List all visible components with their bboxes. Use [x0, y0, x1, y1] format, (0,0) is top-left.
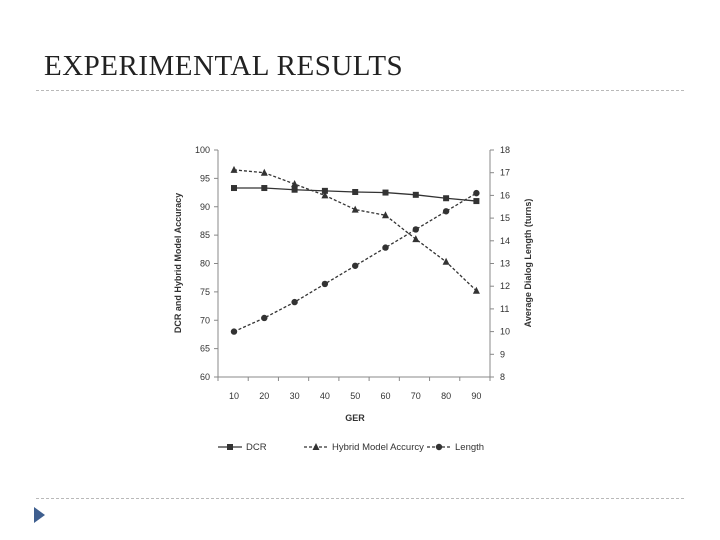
data-point-length — [352, 262, 359, 269]
chart-ticks: 60 65 70 75 80 85 90 95 100 8 9 10 11 12 13 14 15 16 17 18 1… — [195, 145, 510, 401]
series-line-hybrid-model-accurcy — [233, 169, 477, 292]
x-tick-label: 60 — [380, 391, 390, 401]
legend-label-dcr: DCR — [246, 442, 267, 453]
data-point-hybrid-model-accurcy — [260, 168, 268, 176]
y-right-tick-label: 9 — [500, 349, 505, 359]
legend-label-hybrid-model-accurcy: Hybrid Model Accurcy — [332, 442, 424, 453]
x-tick-label: 50 — [350, 391, 360, 401]
data-point-dcr — [261, 185, 268, 192]
y-left-tick-label: 100 — [195, 145, 210, 155]
data-point-hybrid-model-accurcy — [291, 180, 299, 188]
footer-divider — [36, 498, 684, 499]
title-divider — [36, 90, 684, 91]
y-right-tick-label: 13 — [500, 259, 510, 269]
data-point-length — [473, 189, 480, 197]
x-tick-label: 20 — [259, 391, 269, 401]
y-left-tick-label: 95 — [200, 173, 210, 183]
y-right-tick-label: 14 — [500, 236, 510, 246]
x-tick-label: 70 — [411, 391, 421, 401]
data-point-hybrid-model-accurcy — [472, 286, 480, 294]
y-right-tick-label: 10 — [500, 327, 510, 337]
data-point-length — [261, 314, 268, 322]
y-left-tick-label: 90 — [200, 202, 210, 212]
y-right-tick-label: 18 — [500, 145, 510, 155]
data-point-hybrid-model-accurcy — [412, 235, 420, 243]
x-tick-label: 30 — [290, 391, 300, 401]
data-point-length — [230, 328, 238, 335]
data-point-length — [382, 244, 389, 251]
data-point-hybrid-model-accurcy — [321, 191, 329, 199]
y-axis-left-label: DCR and Hybrid Model Accuracy — [173, 193, 183, 333]
y-left-tick-label: 80 — [200, 259, 210, 269]
triangle-arrow-icon — [34, 507, 45, 523]
legend-marker-hybrid-model-accurcy — [312, 443, 320, 450]
data-point-length — [412, 226, 419, 233]
data-point-dcr — [412, 191, 419, 198]
legend-marker-length — [435, 443, 443, 451]
chart-legend: DCR Hybrid Model Accurcy Length — [218, 442, 484, 453]
y-left-tick-label: 85 — [200, 230, 210, 240]
y-left-tick-label: 70 — [200, 315, 210, 325]
legend-marker-dcr — [227, 444, 233, 450]
series-line-length — [233, 192, 477, 333]
data-point-dcr — [352, 188, 359, 195]
data-point-hybrid-model-accurcy — [351, 205, 359, 213]
legend-label-length: Length — [455, 442, 484, 453]
data-point-dcr — [382, 189, 389, 196]
slide-title: EXPERIMENTAL RESULTS — [44, 50, 404, 82]
x-tick-label: 80 — [441, 391, 451, 401]
y-right-tick-label: 16 — [500, 190, 510, 200]
y-right-tick-label: 15 — [500, 213, 510, 223]
data-point-dcr — [321, 187, 328, 194]
y-left-tick-label: 60 — [200, 372, 210, 382]
data-point-dcr — [473, 198, 480, 205]
chart-series — [230, 165, 480, 335]
data-point-dcr — [291, 186, 298, 193]
data-point-hybrid-model-accurcy — [442, 257, 450, 265]
x-tick-label: 10 — [229, 391, 239, 401]
data-point-length — [442, 208, 450, 215]
x-axis-label: GER — [345, 413, 365, 423]
data-point-hybrid-model-accurcy — [230, 165, 238, 173]
y-right-tick-label: 17 — [500, 168, 510, 178]
x-tick-label: 90 — [471, 391, 481, 401]
y-right-tick-label: 12 — [500, 281, 510, 291]
y-left-tick-label: 75 — [200, 287, 210, 297]
y-left-tick-label: 65 — [200, 344, 210, 354]
y-right-tick-label: 8 — [500, 372, 505, 382]
data-point-dcr — [231, 185, 237, 192]
data-point-hybrid-model-accurcy — [382, 211, 389, 219]
x-tick-label: 40 — [320, 391, 330, 401]
y-axis-right-label: Average Dialog Length (turns) — [523, 199, 533, 328]
data-point-length — [291, 298, 298, 306]
y-right-tick-label: 11 — [500, 304, 509, 314]
data-point-dcr — [443, 195, 450, 202]
data-point-length — [321, 280, 329, 288]
